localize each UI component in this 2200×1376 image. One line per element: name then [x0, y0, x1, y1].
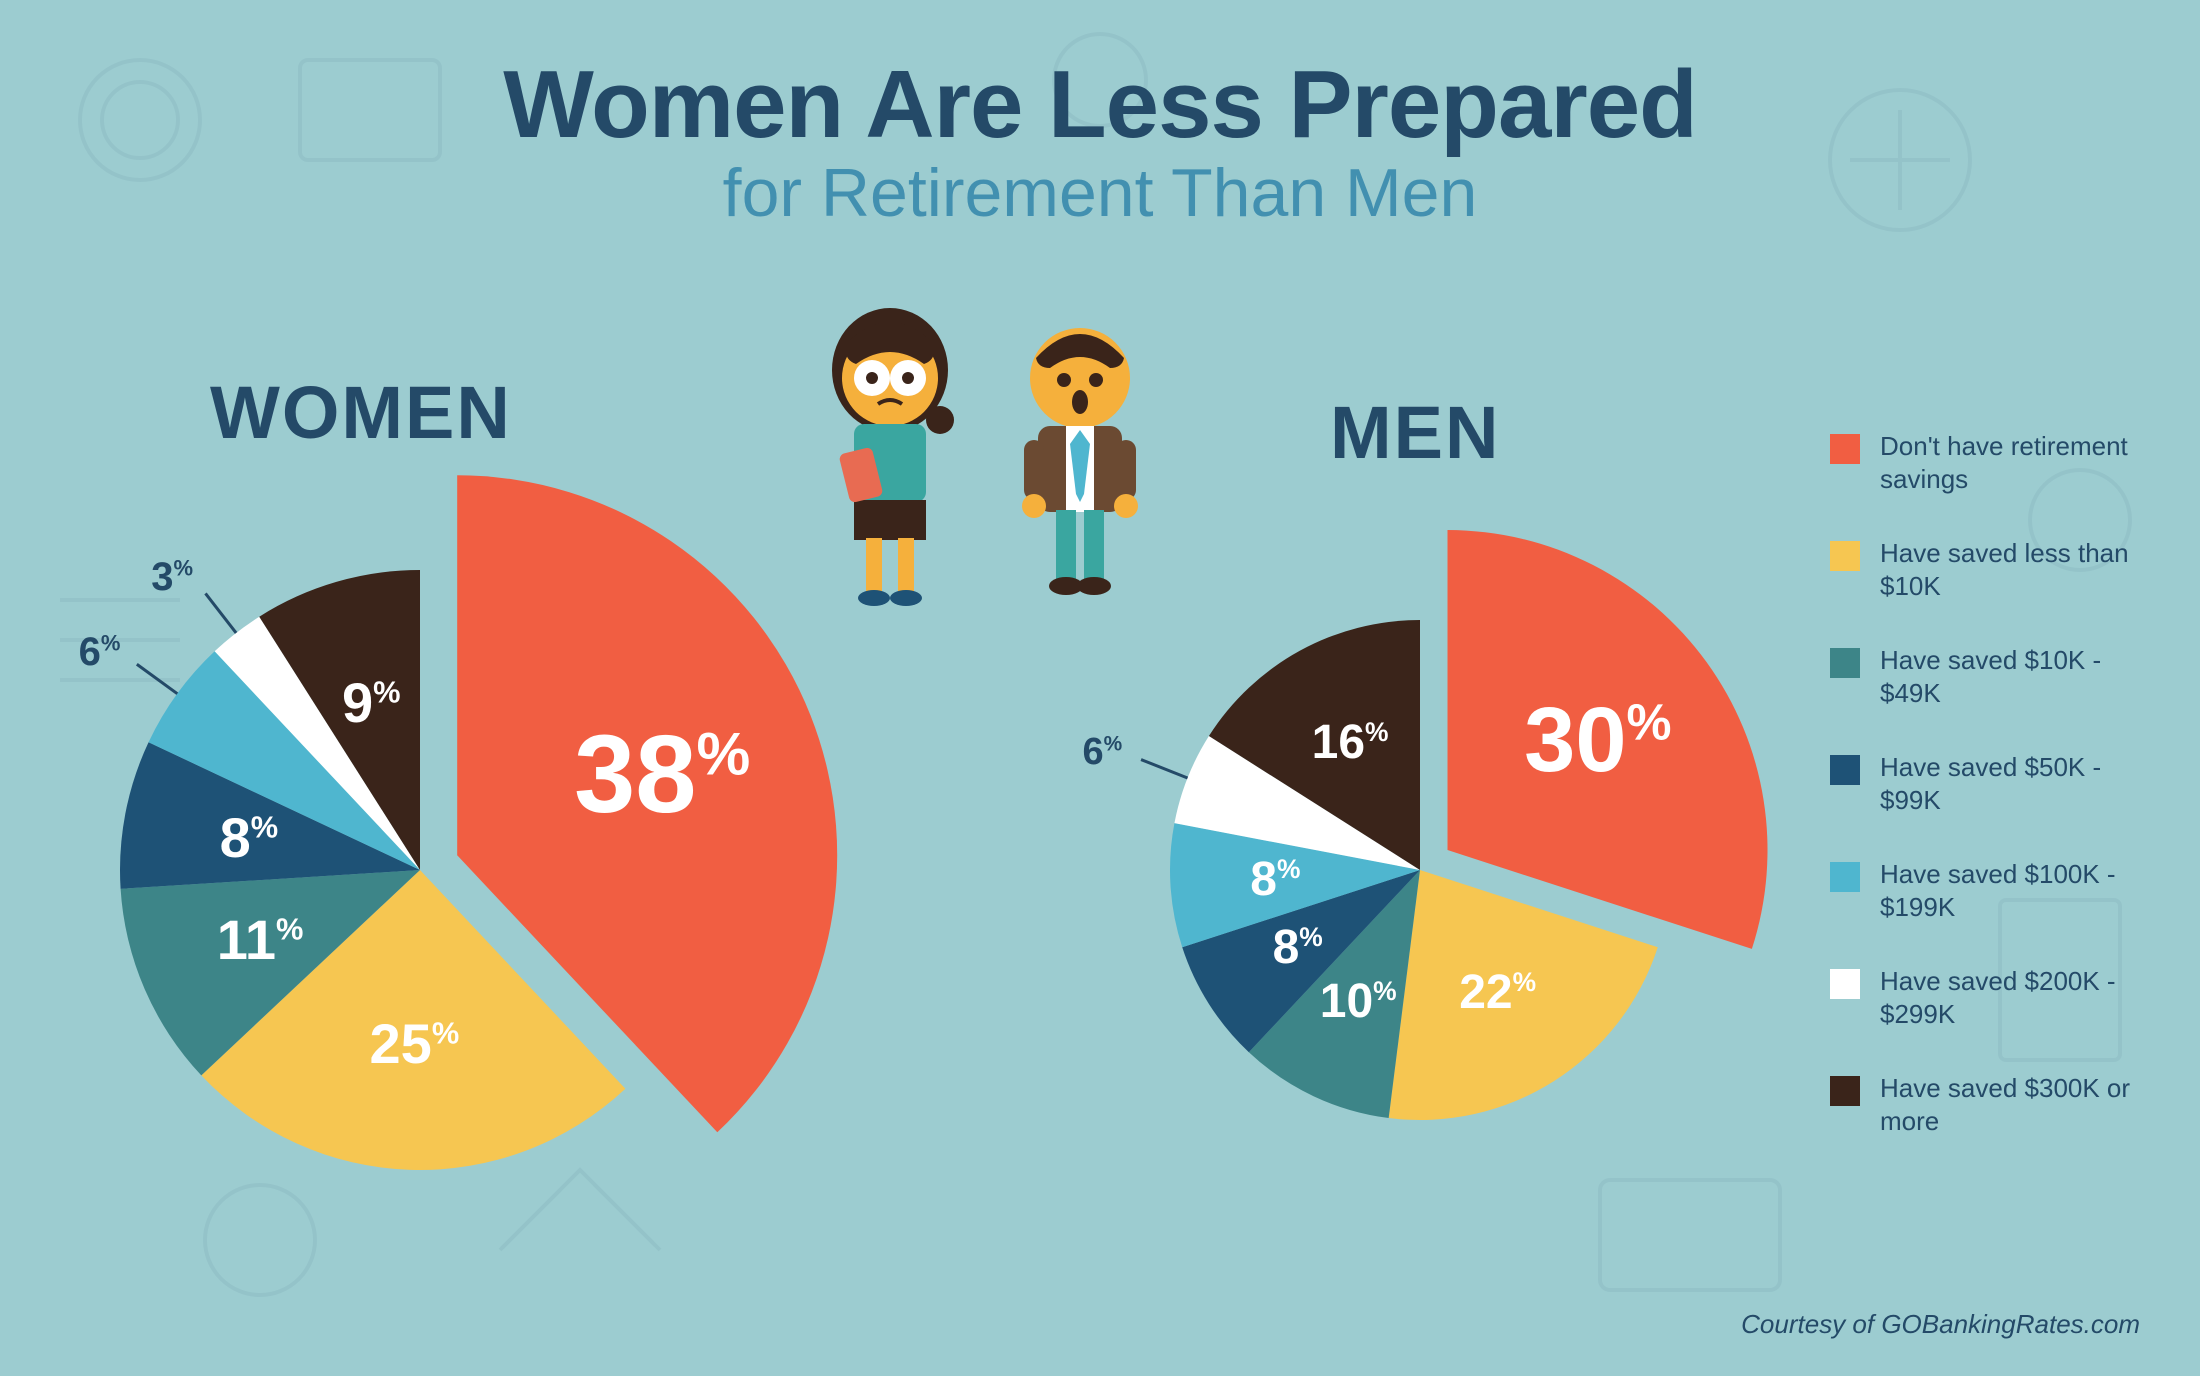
slice-label: 8%	[1273, 920, 1323, 975]
slice-label: 10%	[1320, 974, 1397, 1029]
slice-label: 6%	[1082, 731, 1122, 774]
characters-illustration	[780, 300, 1200, 640]
legend-swatch	[1830, 1076, 1860, 1106]
legend-item: Have saved $200K - $299K	[1830, 965, 2140, 1030]
legend-swatch	[1830, 541, 1860, 571]
slice-label: 11%	[217, 907, 304, 972]
legend-label: Have saved less than $10K	[1880, 537, 2140, 602]
legend-item: Have saved $300K or more	[1830, 1072, 2140, 1137]
women-heading: WOMEN	[210, 370, 512, 455]
legend-swatch	[1830, 969, 1860, 999]
slice-label: 22%	[1459, 965, 1536, 1020]
legend-item: Have saved $10K - $49K	[1830, 644, 2140, 709]
credit-line: Courtesy of GOBankingRates.com	[1741, 1309, 2140, 1340]
slice-label: 30%	[1524, 688, 1671, 793]
slice-label: 3%	[151, 555, 193, 600]
legend-label: Have saved $200K - $299K	[1880, 965, 2140, 1030]
legend-swatch	[1830, 755, 1860, 785]
legend-item: Have saved $50K - $99K	[1830, 751, 2140, 816]
legend-swatch	[1830, 862, 1860, 892]
legend-item: Don't have retirement savings	[1830, 430, 2140, 495]
legend-item: Have saved $100K - $199K	[1830, 858, 2140, 923]
legend-swatch	[1830, 434, 1860, 464]
legend-item: Have saved less than $10K	[1830, 537, 2140, 602]
legend-label: Have saved $50K - $99K	[1880, 751, 2140, 816]
slice-label: 8%	[220, 805, 279, 870]
slice-label: 25%	[370, 1011, 460, 1076]
title-line1: Women Are Less Prepared	[0, 50, 2200, 160]
legend-label: Have saved $10K - $49K	[1880, 644, 2140, 709]
slice-label: 16%	[1312, 715, 1389, 770]
title-block: Women Are Less Prepared for Retirement T…	[0, 50, 2200, 232]
slice-label: 8%	[1250, 852, 1300, 907]
legend-label: Have saved $300K or more	[1880, 1072, 2140, 1137]
slice-label: 9%	[342, 670, 401, 735]
legend: Don't have retirement savings Have saved …	[1830, 430, 2140, 1179]
slice-label: 38%	[574, 711, 750, 838]
legend-label: Have saved $100K - $199K	[1880, 858, 2140, 923]
slice-label: 6%	[79, 630, 121, 675]
men-heading: MEN	[1330, 390, 1500, 475]
legend-swatch	[1830, 648, 1860, 678]
legend-label: Don't have retirement savings	[1880, 430, 2140, 495]
title-line2: for Retirement Than Men	[0, 154, 2200, 232]
